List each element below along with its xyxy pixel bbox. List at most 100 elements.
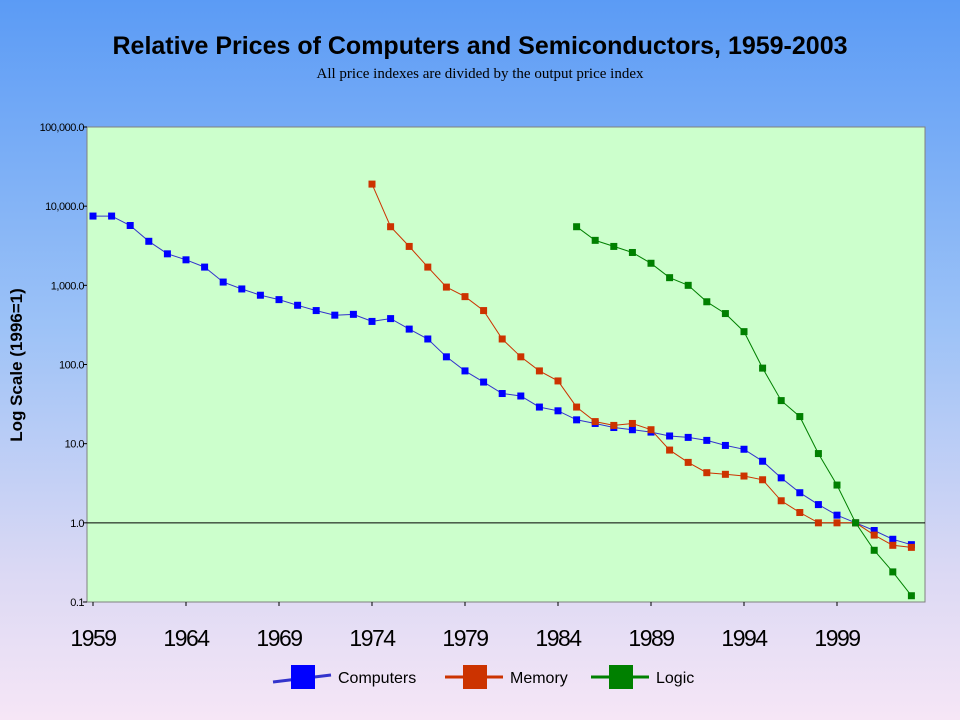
data-point-memory bbox=[517, 353, 525, 361]
x-tick-label: 1964 bbox=[163, 625, 210, 651]
y-tick-label: 10,000.0 bbox=[45, 201, 84, 213]
data-point-computers bbox=[108, 212, 116, 220]
data-point-logic bbox=[740, 328, 748, 336]
data-point-memory bbox=[368, 180, 376, 188]
data-point-memory bbox=[535, 367, 543, 375]
data-point-memory bbox=[591, 418, 599, 426]
data-point-logic bbox=[814, 450, 822, 458]
data-point-computers bbox=[740, 445, 748, 453]
data-point-computers bbox=[814, 501, 822, 509]
data-point-computers bbox=[703, 436, 711, 444]
data-point-logic bbox=[721, 310, 729, 318]
data-point-memory bbox=[666, 446, 674, 454]
data-point-computers bbox=[535, 403, 543, 411]
data-point-memory bbox=[387, 223, 395, 231]
data-point-computers bbox=[833, 511, 841, 519]
data-point-computers bbox=[498, 390, 506, 398]
axis-group: 0.1 1.0 10.0 100.0 1,000.0 10,000.0 100,000.0 1… bbox=[40, 122, 862, 651]
series-group bbox=[89, 180, 915, 600]
data-point-memory bbox=[684, 458, 692, 466]
data-point-logic bbox=[870, 546, 878, 554]
legend-marker-computers bbox=[291, 665, 315, 689]
x-tick-label: 1994 bbox=[721, 625, 768, 651]
x-tick-label: 1974 bbox=[349, 625, 396, 651]
legend-marker-logic bbox=[609, 665, 633, 689]
data-point-computers bbox=[480, 378, 488, 386]
data-point-computers bbox=[554, 407, 562, 415]
data-point-memory bbox=[759, 476, 767, 484]
data-point-computers bbox=[368, 317, 376, 325]
data-point-memory bbox=[554, 377, 562, 385]
x-tick-label: 1969 bbox=[256, 625, 302, 651]
data-point-computers bbox=[256, 291, 264, 299]
data-point-logic bbox=[759, 364, 767, 372]
y-tick-label: 100,000.0 bbox=[40, 122, 85, 134]
y-axis-label: Log Scale (1996=1) bbox=[7, 288, 26, 442]
x-tick-label: 1959 bbox=[70, 625, 116, 651]
data-point-computers bbox=[461, 367, 469, 375]
legend-item-logic: Logic bbox=[591, 665, 694, 689]
data-point-computers bbox=[238, 285, 246, 293]
data-point-memory bbox=[870, 531, 878, 539]
data-point-memory bbox=[461, 293, 469, 301]
x-tick-label: 1984 bbox=[535, 625, 582, 651]
data-point-memory bbox=[814, 519, 822, 527]
x-tick-label: 1989 bbox=[628, 625, 674, 651]
data-point-memory bbox=[498, 335, 506, 343]
data-point-memory bbox=[777, 497, 785, 505]
data-point-memory bbox=[721, 470, 729, 478]
x-tick-label: 1999 bbox=[814, 625, 860, 651]
data-point-computers bbox=[405, 325, 413, 333]
data-point-logic bbox=[684, 281, 692, 289]
data-point-computers bbox=[201, 263, 209, 271]
data-point-computers bbox=[349, 310, 357, 318]
data-point-logic bbox=[796, 413, 804, 421]
y-tick-label: 1.0 bbox=[70, 518, 84, 530]
data-point-memory bbox=[610, 421, 618, 429]
data-point-memory bbox=[480, 307, 488, 315]
data-point-logic bbox=[852, 519, 860, 527]
data-point-memory bbox=[889, 541, 897, 549]
legend: Computers Memory Logic bbox=[272, 665, 694, 689]
data-point-computers bbox=[312, 307, 320, 315]
data-point-computers bbox=[889, 535, 897, 543]
data-point-logic bbox=[907, 592, 915, 600]
data-point-computers bbox=[126, 221, 134, 229]
legend-label-logic: Logic bbox=[656, 670, 694, 687]
data-point-computers bbox=[294, 301, 302, 309]
chart-title: Relative Prices of Computers and Semicon… bbox=[112, 32, 848, 60]
data-point-computers bbox=[331, 311, 339, 319]
legend-marker-memory bbox=[463, 665, 487, 689]
data-point-computers bbox=[684, 433, 692, 441]
data-point-memory bbox=[628, 419, 636, 427]
data-point-logic bbox=[647, 259, 655, 267]
data-point-logic bbox=[889, 568, 897, 576]
data-point-computers bbox=[145, 237, 153, 245]
data-point-memory bbox=[424, 263, 432, 271]
legend-label-computers: Computers bbox=[338, 670, 416, 687]
data-point-logic bbox=[591, 236, 599, 244]
series-logic bbox=[573, 223, 915, 600]
data-point-logic bbox=[777, 397, 785, 405]
y-tick-label: 0.1 bbox=[70, 597, 84, 609]
data-point-computers bbox=[721, 441, 729, 449]
data-point-computers bbox=[517, 392, 525, 400]
data-point-computers bbox=[219, 278, 227, 286]
data-point-logic bbox=[628, 248, 636, 256]
series-computers bbox=[89, 212, 915, 549]
data-point-memory bbox=[907, 543, 915, 551]
data-point-computers bbox=[424, 335, 432, 343]
y-tick-label: 1,000.0 bbox=[51, 280, 85, 292]
data-point-computers bbox=[573, 416, 581, 424]
legend-item-computers: Computers bbox=[272, 665, 416, 689]
data-point-computers bbox=[666, 432, 674, 440]
data-point-memory bbox=[573, 403, 581, 411]
data-point-computers bbox=[163, 250, 171, 258]
data-point-computers bbox=[89, 212, 97, 220]
chart-subtitle: All price indexes are divided by the out… bbox=[316, 66, 644, 82]
data-point-logic bbox=[833, 481, 841, 489]
legend-label-memory: Memory bbox=[510, 670, 568, 687]
data-point-computers bbox=[870, 527, 878, 535]
data-point-computers bbox=[759, 457, 767, 465]
